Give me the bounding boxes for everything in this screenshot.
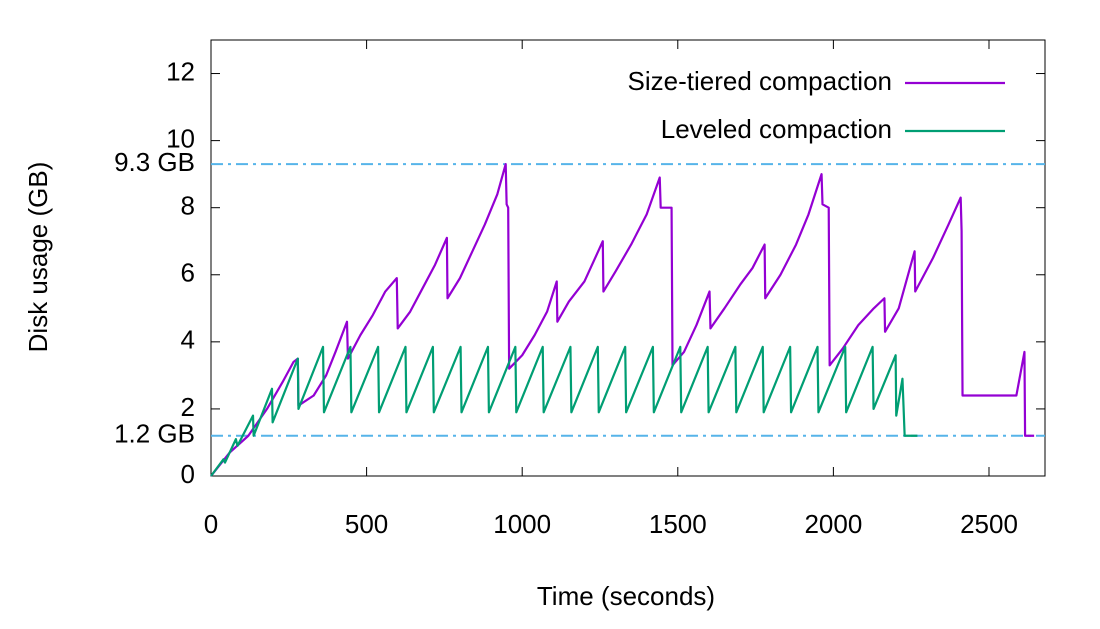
x-axis-label: Time (seconds) xyxy=(537,581,715,611)
y-tick-label: 1.2 GB xyxy=(114,419,195,449)
legend-label: Leveled compaction xyxy=(661,114,892,144)
x-tick-label: 1500 xyxy=(649,509,707,539)
y-tick-label: 2 xyxy=(181,392,195,422)
plot-frame xyxy=(210,39,1046,477)
legend-label: Size-tiered compaction xyxy=(628,66,892,96)
x-tick-label: 2000 xyxy=(804,509,862,539)
y-tick-label: 12 xyxy=(166,56,195,86)
y-tick-label: 8 xyxy=(181,191,195,221)
y-tick-label: 10 xyxy=(166,123,195,153)
y-tick-label: 6 xyxy=(181,258,195,288)
y-tick-label: 4 xyxy=(181,325,195,355)
x-tick-label: 500 xyxy=(345,509,388,539)
x-tick-label: 0 xyxy=(204,509,218,539)
series-line xyxy=(210,345,918,477)
y-axis-label: Disk usage (GB) xyxy=(23,162,53,353)
y-tick-label: 0 xyxy=(181,459,195,489)
x-tick-label: 1000 xyxy=(493,509,551,539)
x-tick-label: 2500 xyxy=(960,509,1018,539)
series-line xyxy=(210,162,1035,477)
y-tick-label: 9.3 GB xyxy=(114,147,195,177)
